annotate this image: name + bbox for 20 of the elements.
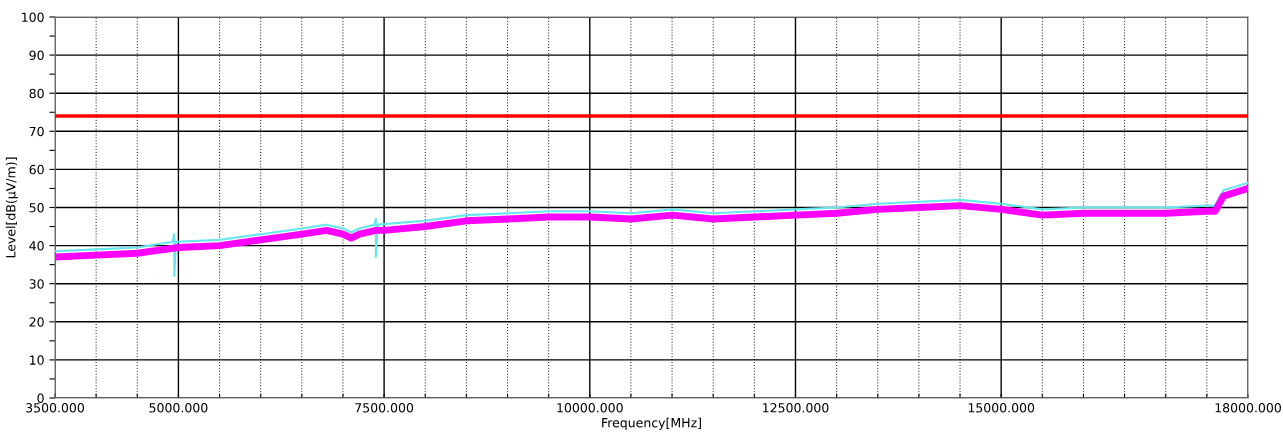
x-axis-title: Frequency[MHz] bbox=[602, 417, 701, 430]
x-tick-label: 12500.000 bbox=[763, 403, 829, 413]
y-tick-label: 60 bbox=[29, 164, 44, 175]
y-tick-label: 50 bbox=[29, 202, 44, 213]
x-tick-label: 7500.000 bbox=[355, 403, 414, 413]
y-tick-label: 30 bbox=[29, 279, 44, 289]
y-tick-label: 100 bbox=[22, 12, 44, 22]
x-tick-label: 3500.000 bbox=[26, 403, 84, 413]
x-tick-label: 10000.000 bbox=[557, 403, 623, 413]
x-tick-label: 18000.000 bbox=[1215, 403, 1281, 413]
y-tick-label: 0 bbox=[37, 393, 44, 403]
y-tick-label: 20 bbox=[29, 317, 44, 327]
y-tick-label: 10 bbox=[30, 355, 44, 365]
x-tick-label: 15000.000 bbox=[968, 403, 1035, 413]
y-tick-label: 80 bbox=[29, 88, 44, 99]
y-axis-title: Level[dB(µV/m)] bbox=[5, 157, 18, 258]
y-tick-label: 90 bbox=[29, 50, 44, 61]
y-tick-label: 70 bbox=[29, 126, 44, 137]
x-tick-label: 5000.000 bbox=[149, 403, 208, 413]
y-tick-label: 40 bbox=[29, 241, 44, 251]
